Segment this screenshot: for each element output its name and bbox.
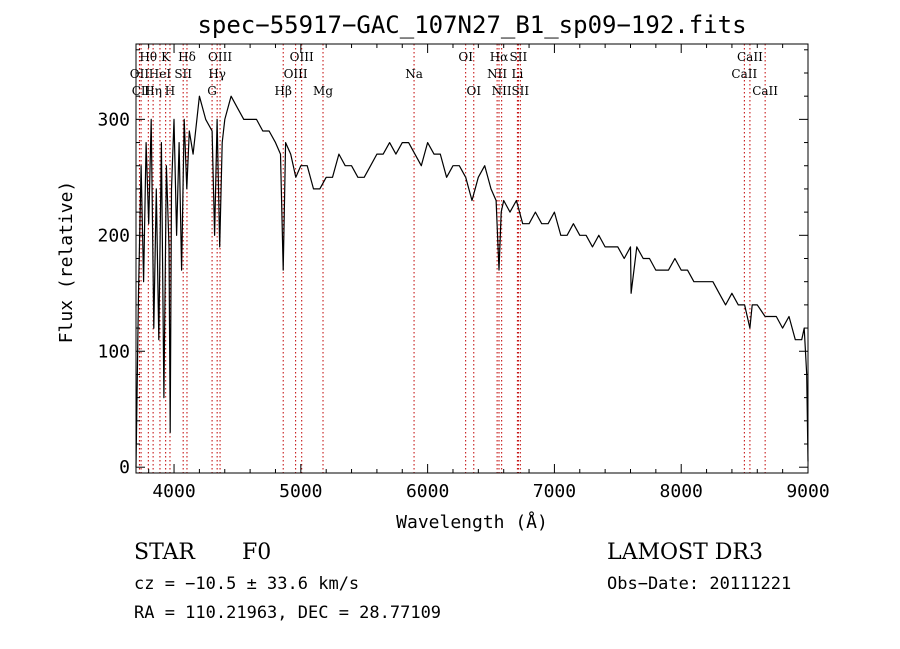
- y-tick-label-100: 100: [97, 341, 130, 362]
- survey-name: LAMOST DR3: [607, 540, 763, 565]
- line-label-24: SII: [511, 84, 529, 98]
- y-tick-label-200: 200: [97, 225, 130, 246]
- x-tick-label-8000: 8000: [660, 481, 703, 502]
- line-label-7: SII: [174, 67, 192, 81]
- line-label-5: K: [161, 50, 171, 64]
- plot-frame: [135, 43, 809, 474]
- y-tick-label-300: 300: [97, 109, 130, 130]
- x-tick-label-9000: 9000: [786, 481, 829, 502]
- series-flux: [135, 95, 809, 468]
- line-label-13: OIII: [284, 67, 308, 81]
- x-axis-label: Wavelength (Å): [396, 511, 548, 533]
- object-class: STAR: [134, 540, 195, 565]
- observation-date: Obs−Date: 20111221: [607, 574, 792, 594]
- line-label-14: OIII: [290, 50, 314, 64]
- coordinates: RA = 110.21963, DEC = 28.77109: [134, 603, 442, 623]
- x-tick-label-6000: 6000: [406, 481, 449, 502]
- series-layer: [135, 95, 809, 468]
- line-label-12: Hβ: [275, 84, 292, 98]
- line-label-27: CaII: [752, 84, 778, 98]
- line-label-22: SII: [510, 50, 528, 64]
- line-label-15: Mg: [313, 84, 333, 98]
- line-label-23: Li: [511, 67, 523, 81]
- line-label-21: NII: [492, 84, 512, 98]
- line-label-17: OI: [458, 50, 473, 64]
- line-label-25: CaII: [731, 67, 757, 81]
- line-label-4: HeI: [149, 67, 172, 81]
- line-label-11: OIII: [208, 50, 232, 64]
- line-label-8: Hδ: [178, 50, 196, 64]
- line-label-26: CaII: [737, 50, 763, 64]
- line-label-6: H: [165, 84, 175, 98]
- line-label-0: Hθ: [139, 50, 157, 64]
- line-label-20: Hα: [490, 50, 509, 64]
- x-tick-label-4000: 4000: [152, 481, 195, 502]
- line-label-18: OI: [466, 84, 481, 98]
- line-label-16: Na: [405, 67, 423, 81]
- line-label-1: OII: [130, 67, 150, 81]
- x-tick-label-7000: 7000: [533, 481, 576, 502]
- line-label-2: CII: [132, 84, 151, 98]
- line-label-3: Hη: [144, 84, 162, 98]
- x-tick-label-5000: 5000: [279, 481, 322, 502]
- redshift-velocity: cz = −10.5 ± 33.6 km/s: [134, 574, 360, 594]
- y-axis-label: Flux (relative): [56, 181, 77, 344]
- axis-ticks: 4000 5000 6000 7000 8000 9000 0 100 200 300: [97, 44, 830, 502]
- spectral-line-markers: [138, 44, 766, 473]
- y-tick-label-0: 0: [119, 457, 130, 478]
- object-subclass: F0: [242, 540, 272, 565]
- line-label-10: Hγ: [208, 67, 226, 81]
- chart-title: spec−55917−GAC_107N27_B1_sp09−192.fits: [197, 11, 746, 39]
- line-label-19: NII: [487, 67, 507, 81]
- line-label-9: G: [207, 84, 217, 98]
